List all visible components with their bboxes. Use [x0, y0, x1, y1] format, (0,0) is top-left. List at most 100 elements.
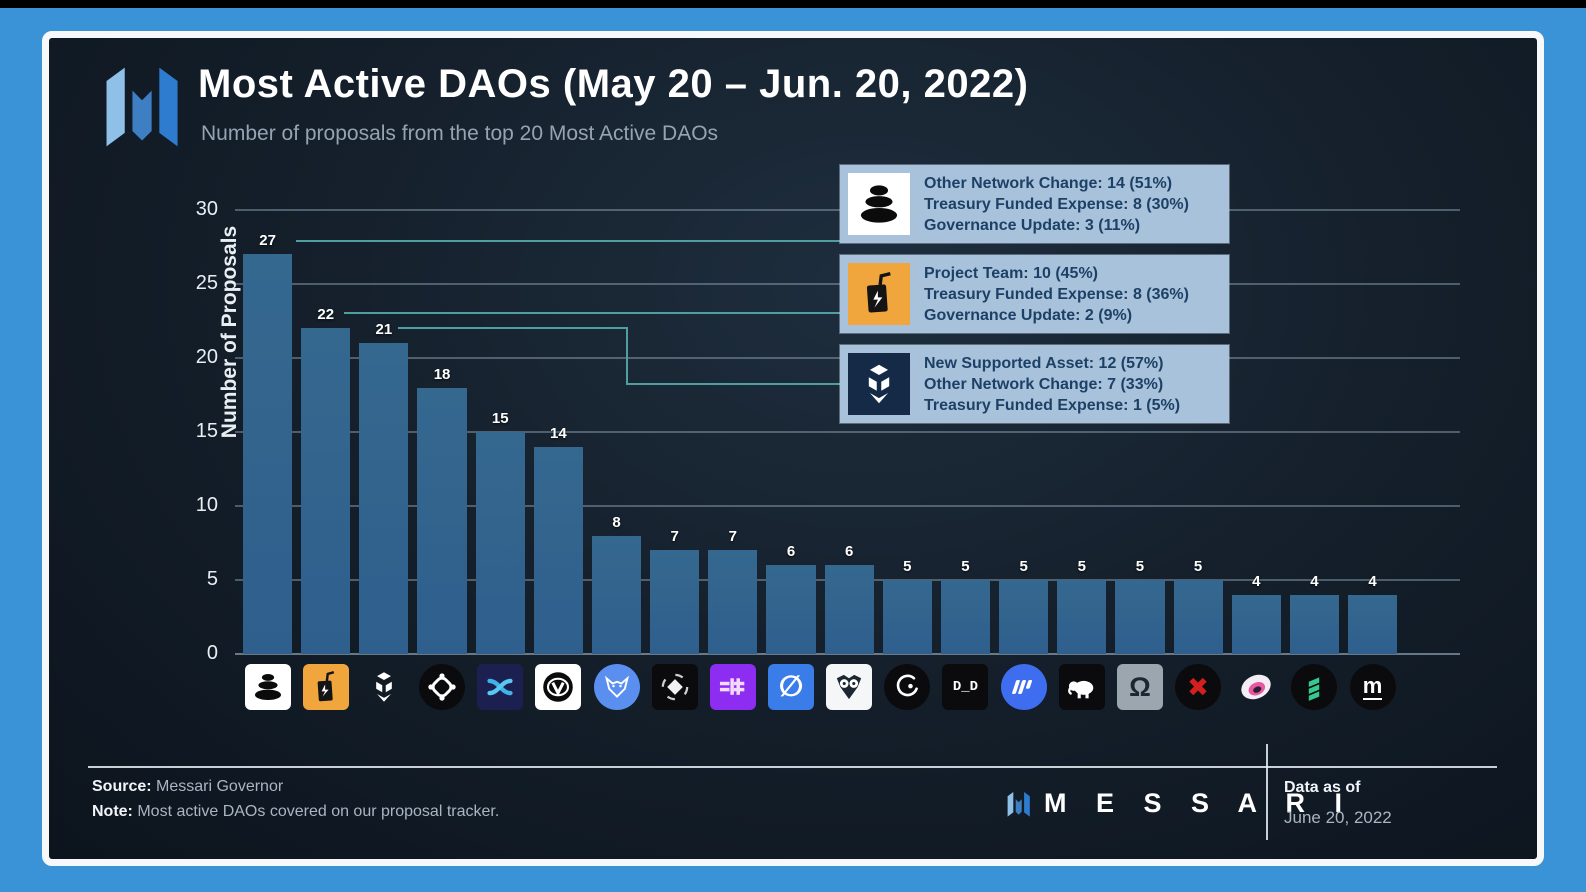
leader-line-bancor-h2	[626, 383, 840, 385]
callout-line: Governance Update: 3 (11%)	[924, 216, 1141, 234]
bar-value-label: 18	[433, 365, 451, 383]
bar-value-label: 5	[1019, 558, 1028, 575]
vesper-icon	[535, 664, 582, 710]
x-axis-baseline	[235, 653, 1460, 655]
bar	[882, 580, 932, 654]
bar-value-label: 14	[550, 424, 567, 442]
bar-slot-OlympusDAO: 5	[1115, 558, 1165, 654]
infographic-card: Most Active DAOs (May 20 – Jun. 20, 2022…	[42, 31, 1544, 866]
blue-slashes-icon	[1000, 664, 1047, 710]
gridline	[235, 505, 1460, 507]
bar-slot-dao-pink-torus: 4	[1231, 572, 1281, 654]
bar-slot-dao-purple-glyph: 7	[708, 528, 758, 654]
bar-slot-dao-elephant: 5	[1057, 558, 1107, 654]
bancor-icon	[361, 664, 407, 710]
messari-wordmark: M E S S A R I	[1004, 788, 1353, 819]
data-as-of-date: June 20, 2022	[1284, 808, 1392, 827]
elephant-icon	[1058, 664, 1105, 710]
juicebox-icon	[302, 664, 349, 710]
bar-slot-GnosisDAO: 6	[824, 543, 874, 654]
dao-logo-slot	[650, 664, 699, 710]
y-tick-label: 15	[195, 420, 218, 442]
bar-slot-Juicebox: 22	[301, 306, 351, 654]
bar-slot-dao-green-stack: 4	[1289, 573, 1339, 654]
bar-slot-Balancer: 27	[243, 232, 293, 654]
dao-logo-slot	[1232, 664, 1281, 710]
bar	[766, 565, 816, 654]
bar	[650, 550, 700, 654]
page-subtitle: Number of proposals from the top 20 Most…	[201, 122, 719, 145]
gridline	[235, 431, 1460, 433]
bar-value-label: 6	[844, 543, 854, 561]
bar	[708, 550, 758, 654]
note-line: Note: Most active DAOs covered on our pr…	[92, 803, 499, 821]
dao-logo-row: ∅ D_D Ω ✖ m	[243, 662, 1397, 712]
callout-balancer: Other Network Change: 14 (51%) Treasury …	[840, 165, 1229, 243]
bar-value-label: 27	[259, 232, 276, 250]
dao-logo-slot: m	[1348, 664, 1397, 710]
bar-value-label: 4	[1368, 572, 1377, 590]
bar-slot-Developer DAO: 5	[940, 558, 991, 654]
source-label: Source:	[92, 778, 152, 795]
bar	[1347, 594, 1398, 654]
bar-value-label: 5	[1135, 558, 1145, 575]
bar-value-label: 6	[786, 543, 796, 561]
y-tick-label: 0	[206, 642, 218, 664]
ring-dots-icon	[419, 664, 466, 710]
pink-torus-icon	[1233, 664, 1279, 710]
developer-dao-icon: D_D	[942, 664, 989, 710]
bar-value-label: 7	[728, 528, 737, 546]
swirl-icon	[884, 664, 931, 710]
messari-logo	[106, 67, 178, 147]
note-value: Most active DAOs covered on our proposal…	[137, 803, 500, 820]
compass-diamond-icon	[651, 664, 698, 710]
brand-text: M E S S A R I	[1044, 788, 1354, 818]
bar-value-label: 7	[670, 528, 679, 546]
bar	[243, 254, 293, 654]
leader-line-balancer	[296, 240, 840, 242]
dao-logo-slot: D_D	[941, 664, 990, 710]
bar-slot-dao-x-swap: 15	[475, 410, 525, 654]
bar-slot-ShapeShift: 8	[591, 514, 642, 654]
callout-bancor: New Supported Asset: 12 (57%) Other Netw…	[840, 345, 1229, 423]
olympus-omega-icon: Ω	[1116, 664, 1163, 710]
bar-slot-dao-red-x: 5	[1173, 558, 1223, 654]
bar-series: 27 22 21 18 15 14 8 7 7 6 6 5 5 5 5 5 5 4 4 4	[243, 210, 1398, 654]
callout-line: Project Team: 10 (45%)	[924, 264, 1098, 282]
bar	[940, 580, 991, 654]
y-tick-label: 5	[206, 568, 218, 590]
dao-logo-slot	[476, 664, 525, 710]
footer-divider	[88, 766, 1497, 768]
bar-value-label: 5	[1193, 558, 1203, 575]
bar-slot-dao-blue-slashes: 5	[999, 558, 1049, 654]
messari-footer-logo-icon	[1007, 791, 1030, 817]
bar-value-label: 4	[1252, 572, 1261, 590]
bar	[533, 446, 583, 654]
bar-value-label: 15	[491, 410, 509, 427]
bar-value-label: 5	[1077, 558, 1086, 575]
bar	[1231, 594, 1281, 654]
note-label: Note:	[92, 803, 133, 820]
dao-logo-slot	[301, 664, 350, 710]
bar	[359, 343, 409, 654]
callout-line: Treasury Funded Expense: 8 (36%)	[924, 285, 1189, 303]
bar-slot-dao-swirl: 5	[882, 558, 932, 654]
dao-logo-slot	[534, 664, 583, 710]
source-line: Source: Messari Governor	[92, 778, 283, 796]
balancer-icon	[244, 664, 291, 710]
source-value: Messari Governor	[156, 778, 284, 795]
bar-value-label: 5	[961, 558, 970, 575]
bar	[417, 387, 467, 654]
bar-slot-dao-slashed-zero: 6	[766, 543, 816, 654]
balancer-icon	[848, 173, 910, 235]
dao-logo-slot	[1290, 664, 1339, 710]
data-as-of-label: Data as of	[1284, 779, 1361, 796]
x-swap-icon	[477, 664, 524, 710]
dao-logo-slot	[417, 664, 466, 710]
dao-logo-slot	[825, 664, 874, 710]
dao-logo-slot: ∅	[766, 664, 815, 710]
bar	[824, 565, 874, 654]
purple-glyph-icon	[709, 664, 756, 710]
dao-logo-slot	[883, 664, 932, 710]
bar-value-label: 22	[317, 306, 335, 324]
